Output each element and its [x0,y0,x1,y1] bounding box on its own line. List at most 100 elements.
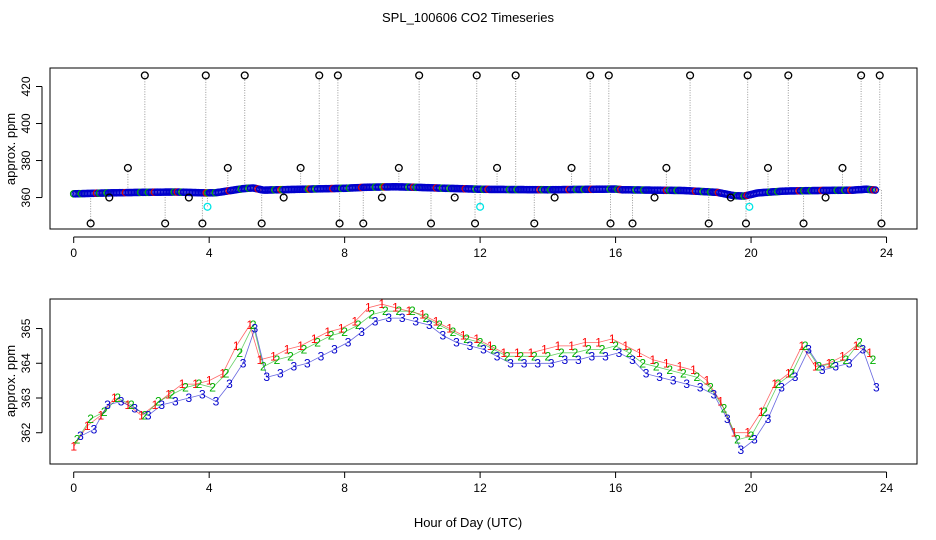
top-low-flag-point [279,193,288,202]
top-high-flag-point [857,71,866,80]
bottom-series-2-label: 2 [572,346,579,360]
top-x-tick-label: 20 [744,246,758,260]
bottom-x-tick-label: 24 [880,481,894,495]
bottom-y-tick-label: 364 [19,353,33,373]
bottom-series-2-label: 2 [870,353,877,367]
x-axis-label: Hour of Day (UTC) [414,515,522,530]
bottom-series-2-label: 2 [463,332,470,346]
bottom-series-3-label: 3 [277,367,284,381]
bottom-series-3-label: 3 [778,381,785,395]
bottom-series-2-label: 2 [734,433,741,447]
bottom-series-2-label: 2 [395,304,402,318]
bottom-series-3-label: 3 [240,356,247,370]
bottom-series-1-label: 1 [392,301,399,315]
bottom-series-2-label: 2 [490,342,497,356]
bottom-series-3-label: 3 [751,433,758,447]
bottom-series-1-label: 1 [433,315,440,329]
top-low-flag-point [86,219,95,228]
top-low-flag-point [650,193,659,202]
top-x-tick-label: 4 [206,246,213,260]
bottom-series-3-label: 3 [548,356,555,370]
bottom-series-1-label: 1 [487,339,494,353]
bottom-series-2-label: 2 [409,304,416,318]
top-low-flag-point [606,219,615,228]
bottom-series-1-label: 1 [297,339,304,353]
bottom-series-3-line [80,317,877,451]
bottom-series-1-label: 1 [866,346,873,360]
bottom-series-3-label: 3 [318,349,325,363]
bottom-series-3-label: 3 [873,381,880,395]
bottom-series-2-label: 2 [196,377,203,391]
top-low-flag-point [184,193,193,202]
bottom-series-3-label: 3 [480,342,487,356]
bottom-series-1-label: 1 [785,367,792,381]
top-low-flag-point [450,193,459,202]
bottom-series-1-label: 1 [379,297,386,311]
bottom-series-3-label: 3 [697,381,704,395]
bottom-plot-frame [49,298,918,465]
bottom-series-3-label: 3 [145,408,152,422]
bottom-series-2-label: 2 [707,381,714,395]
top-low-flag-point [877,219,886,228]
bottom-series-3-label: 3 [616,346,623,360]
bottom-series-2-label: 2 [788,367,795,381]
bottom-series-3-label: 3 [304,356,311,370]
bottom-series-2-label: 2 [775,377,782,391]
top-high-flag-point [223,163,232,172]
top-high-flag-point [123,163,132,172]
top-high-flag-point [743,71,752,80]
bottom-series-2-label: 2 [599,342,606,356]
bottom-series-1-label: 1 [839,349,846,363]
bottom-series-2-label: 2 [223,367,230,381]
bottom-series-3-label: 3 [358,325,365,339]
bottom-series-2-label: 2 [477,335,484,349]
bottom-series-1-label: 1 [165,388,172,402]
top-y-tick-label: 420 [19,76,33,96]
top-measurement-point [871,186,880,194]
bottom-series-3-label: 3 [561,353,568,367]
top-high-flag-point [394,163,403,172]
bottom-series-3-label: 3 [738,443,745,457]
bottom-series-2-label: 2 [328,328,335,342]
bottom-series-2-label: 2 [843,353,850,367]
bottom-series-2-label: 2 [517,349,524,363]
bottom-y-tick-label: 362 [19,422,33,442]
bottom-series-1-label: 1 [84,419,91,433]
bottom-x-tick-label: 20 [744,481,758,495]
bottom-series-2-label: 2 [694,370,701,384]
bottom-series-2-label: 2 [74,433,81,447]
top-high-flag-point [686,71,695,80]
bottom-series-2-label: 2 [423,311,430,325]
bottom-series-1-line [73,303,870,447]
bottom-series-3-label: 3 [521,356,528,370]
bottom-series-1-label: 1 [179,377,186,391]
bottom-series-1-label: 1 [97,408,104,422]
top-high-flag-point [838,163,847,172]
bottom-series-3-label: 3 [765,412,772,426]
bottom-series-3-label: 3 [575,353,582,367]
bottom-series-3-label: 3 [118,394,125,408]
bottom-series-1-label: 1 [595,335,602,349]
bottom-series-3-label: 3 [846,356,853,370]
bottom-series-3-label: 3 [213,394,220,408]
bottom-series-3-label: 3 [805,342,812,356]
bottom-series-3-label: 3 [172,394,179,408]
bottom-series-1-label: 1 [446,322,453,336]
top-low-flag-point [704,219,713,228]
top-high-flag-point [472,71,481,80]
bottom-series-1-label: 1 [717,394,724,408]
top-y-tick-label: 360 [19,187,33,207]
top-low-flag-point [799,219,808,228]
top-high-flag-point [140,71,149,80]
bottom-series-2-label: 2 [504,349,511,363]
bottom-series-2-label: 2 [209,381,216,395]
bottom-series-1-label: 1 [609,332,616,346]
bottom-series-2-label: 2 [856,335,863,349]
bottom-series-2-label: 2 [748,429,755,443]
bottom-series-2-label: 2 [87,412,94,426]
top-high-flag-point [492,163,502,172]
bottom-series-3-label: 3 [467,339,474,353]
